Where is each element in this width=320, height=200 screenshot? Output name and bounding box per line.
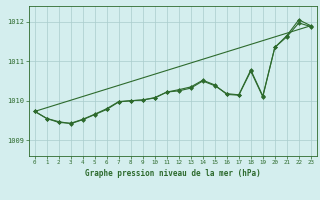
X-axis label: Graphe pression niveau de la mer (hPa): Graphe pression niveau de la mer (hPa)	[85, 169, 261, 178]
